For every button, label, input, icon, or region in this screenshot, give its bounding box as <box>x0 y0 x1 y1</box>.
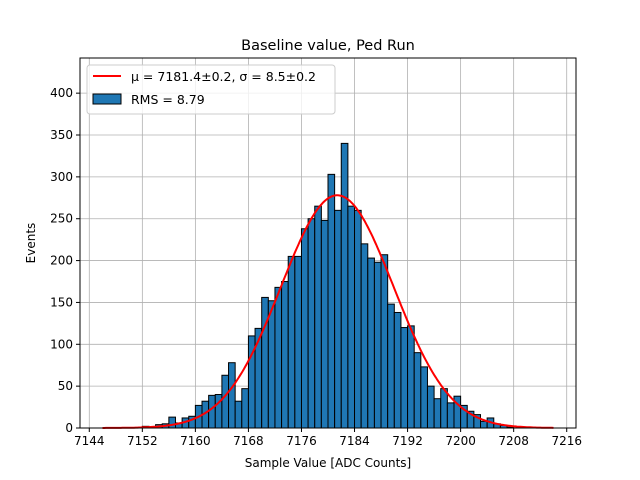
legend-rms-label: RMS = 8.79 <box>131 92 205 107</box>
histogram-bar <box>367 257 375 429</box>
histogram-bar <box>168 416 176 429</box>
x-tick-label: 7192 <box>392 434 423 448</box>
histogram-bar <box>234 400 243 429</box>
chart-title: Baseline value, Ped Run <box>241 38 415 54</box>
y-tick-label: 100 <box>50 337 73 351</box>
histogram-bar <box>400 327 409 429</box>
histogram-bar <box>208 394 216 429</box>
histogram-bar <box>281 281 289 429</box>
histogram-bar <box>334 209 342 429</box>
x-tick-label: 7144 <box>74 434 105 448</box>
y-tick-label: 50 <box>58 379 73 393</box>
y-tick-label: 350 <box>50 128 73 142</box>
gaussian-fit-curve <box>102 194 554 429</box>
x-tick-label: 7168 <box>233 434 264 448</box>
histogram-bar <box>300 228 309 429</box>
x-tick-label: 7184 <box>339 434 370 448</box>
histogram-bar <box>387 303 395 429</box>
histogram-bar <box>446 402 455 429</box>
y-axis-label: Events <box>24 223 38 264</box>
histogram-bar <box>373 261 382 429</box>
x-tick-label: 7176 <box>286 434 317 448</box>
histogram-bar <box>267 300 276 429</box>
plot-frame <box>79 57 577 429</box>
y-tick-label: 300 <box>50 170 73 184</box>
histogram-bar <box>480 420 488 429</box>
histogram-bar <box>380 254 389 429</box>
legend-fit-label: μ = 7181.4±0.2, σ = 8.5±0.2 <box>131 69 316 84</box>
histogram-bar <box>407 325 415 429</box>
x-tick-label: 7160 <box>180 434 211 448</box>
histogram-bar <box>393 311 402 429</box>
histogram-bar <box>433 398 442 429</box>
histogram-bar <box>340 142 349 429</box>
histogram-bar <box>320 219 329 429</box>
y-tick-label: 200 <box>50 254 73 268</box>
x-tick-label: 7152 <box>127 434 158 448</box>
histogram-bar <box>287 255 296 429</box>
y-tick-label: 250 <box>50 212 73 226</box>
x-axis-label: Sample Value [ADC Counts] <box>245 456 411 470</box>
histogram-bar <box>347 205 356 429</box>
histogram-bar <box>221 374 230 429</box>
histogram-bar <box>413 352 422 429</box>
histogram-bar <box>241 388 249 429</box>
histogram-bar <box>327 173 336 429</box>
legend-hist-patch-icon <box>92 93 122 105</box>
histogram-bar <box>307 218 316 429</box>
histogram-bar <box>294 255 302 429</box>
y-tick-label: 0 <box>65 421 73 435</box>
x-tick-label: 7208 <box>498 434 529 448</box>
histogram-bar <box>314 205 322 429</box>
y-tick-label: 400 <box>50 86 73 100</box>
histogram-bar <box>426 385 435 429</box>
y-tick-label: 150 <box>50 295 73 309</box>
histogram-bar <box>261 296 269 429</box>
x-tick-label: 7216 <box>551 434 582 448</box>
histogram-bar <box>420 366 428 429</box>
histogram-bar <box>360 243 369 429</box>
histogram-bar <box>228 362 236 429</box>
histogram-bar <box>354 209 362 429</box>
histogram-bar <box>274 286 283 429</box>
histogram-bar <box>440 388 448 429</box>
legend: μ = 7181.4±0.2, σ = 8.5±0.2 RMS = 8.79 <box>86 64 336 115</box>
x-tick-label: 7200 <box>445 434 476 448</box>
